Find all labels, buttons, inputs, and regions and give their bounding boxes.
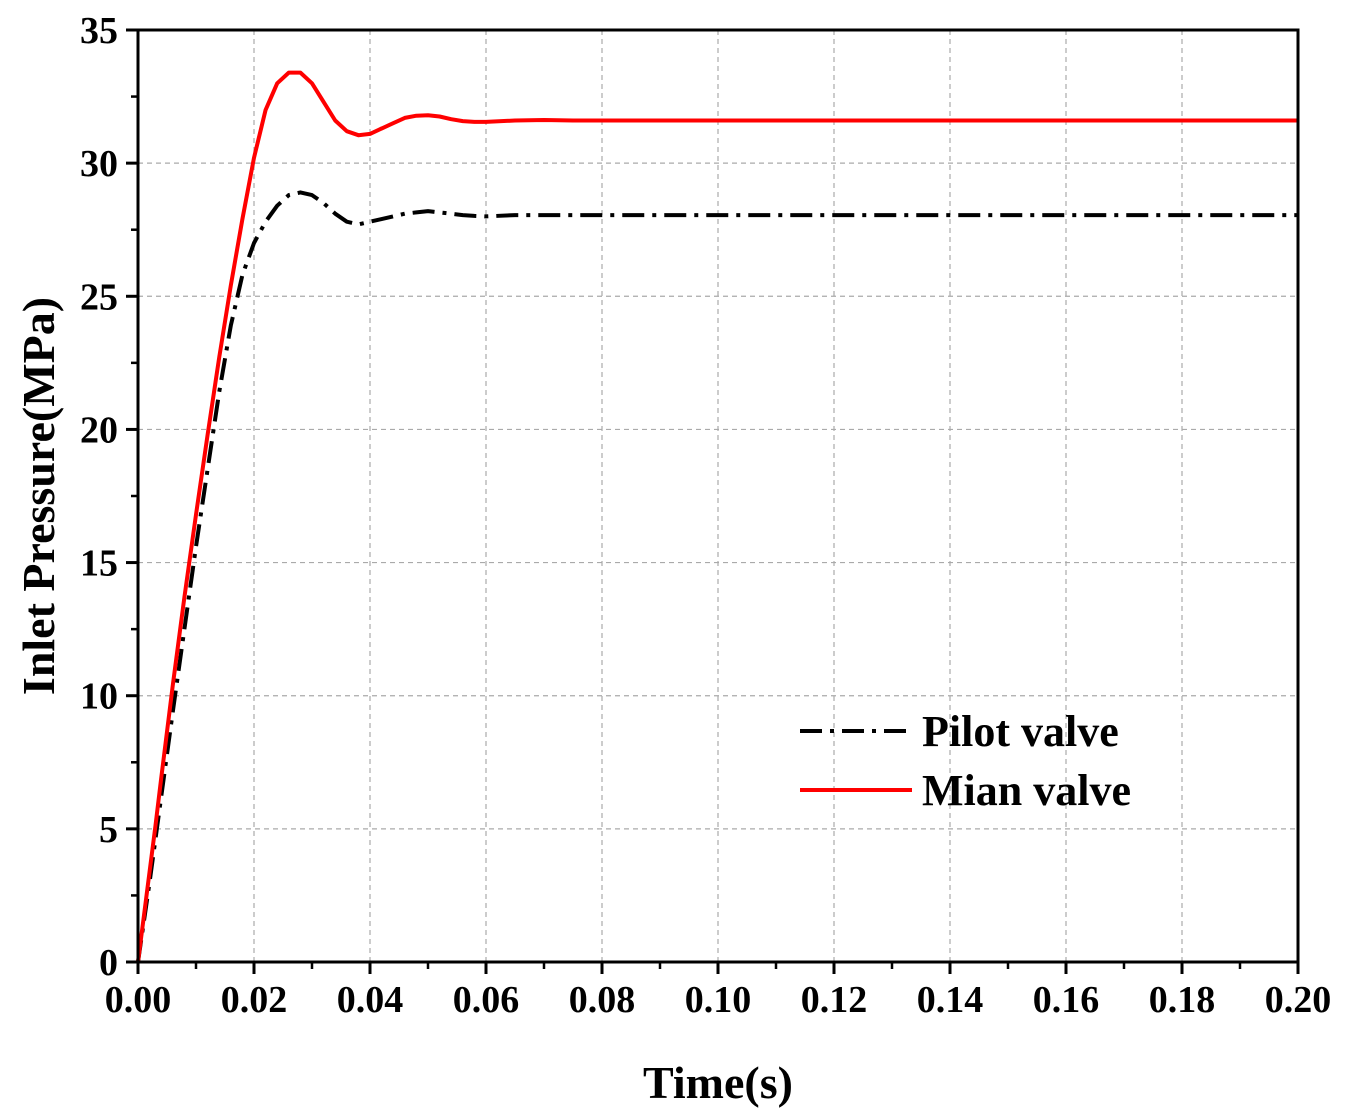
x-tick-label: 0.06 (453, 979, 520, 1021)
x-tick-labels: 0.00 0.02 0.04 0.06 0.08 0.10 0.12 0.14 0.16 0.18… (105, 979, 1332, 1021)
x-tick-label: 0.04 (337, 979, 404, 1021)
x-tick-label: 0.14 (917, 979, 984, 1021)
x-tick-label: 0.16 (1033, 979, 1100, 1021)
y-tick-label: 35 (80, 10, 118, 52)
y-tick-label: 20 (80, 409, 118, 451)
legend: Pilot valve Mian valve (800, 707, 1131, 815)
plot-series (136, 70, 1298, 963)
legend-label-pilot-valve: Pilot valve (922, 707, 1119, 756)
x-tick-label: 0.12 (801, 979, 868, 1021)
x-tick-label: 0.10 (685, 979, 752, 1021)
axis-ticks (126, 28, 1300, 974)
x-tick-label: 0.20 (1265, 979, 1332, 1021)
y-tick-label: 25 (80, 276, 118, 318)
y-tick-label: 30 (80, 143, 118, 185)
grid-lines (138, 30, 1298, 962)
x-tick-label: 0.18 (1149, 979, 1216, 1021)
y-tick-labels: 0 5 10 15 20 25 30 35 (80, 10, 118, 984)
y-axis-title: Inlet Pressure(MPa) (13, 297, 64, 695)
x-tick-label: 0.00 (105, 979, 172, 1021)
series-line-pilot-valve (136, 190, 1298, 963)
x-tick-label: 0.02 (221, 979, 288, 1021)
x-tick-label: 0.08 (569, 979, 636, 1021)
legend-label-mian-valve: Mian valve (922, 766, 1131, 815)
y-tick-label: 0 (99, 942, 118, 984)
y-tick-label: 5 (99, 809, 118, 851)
series-line-mian-valve (136, 70, 1298, 963)
y-tick-label: 10 (80, 676, 118, 718)
x-axis-title: Time(s) (643, 1057, 793, 1108)
y-tick-label: 15 (80, 543, 118, 585)
